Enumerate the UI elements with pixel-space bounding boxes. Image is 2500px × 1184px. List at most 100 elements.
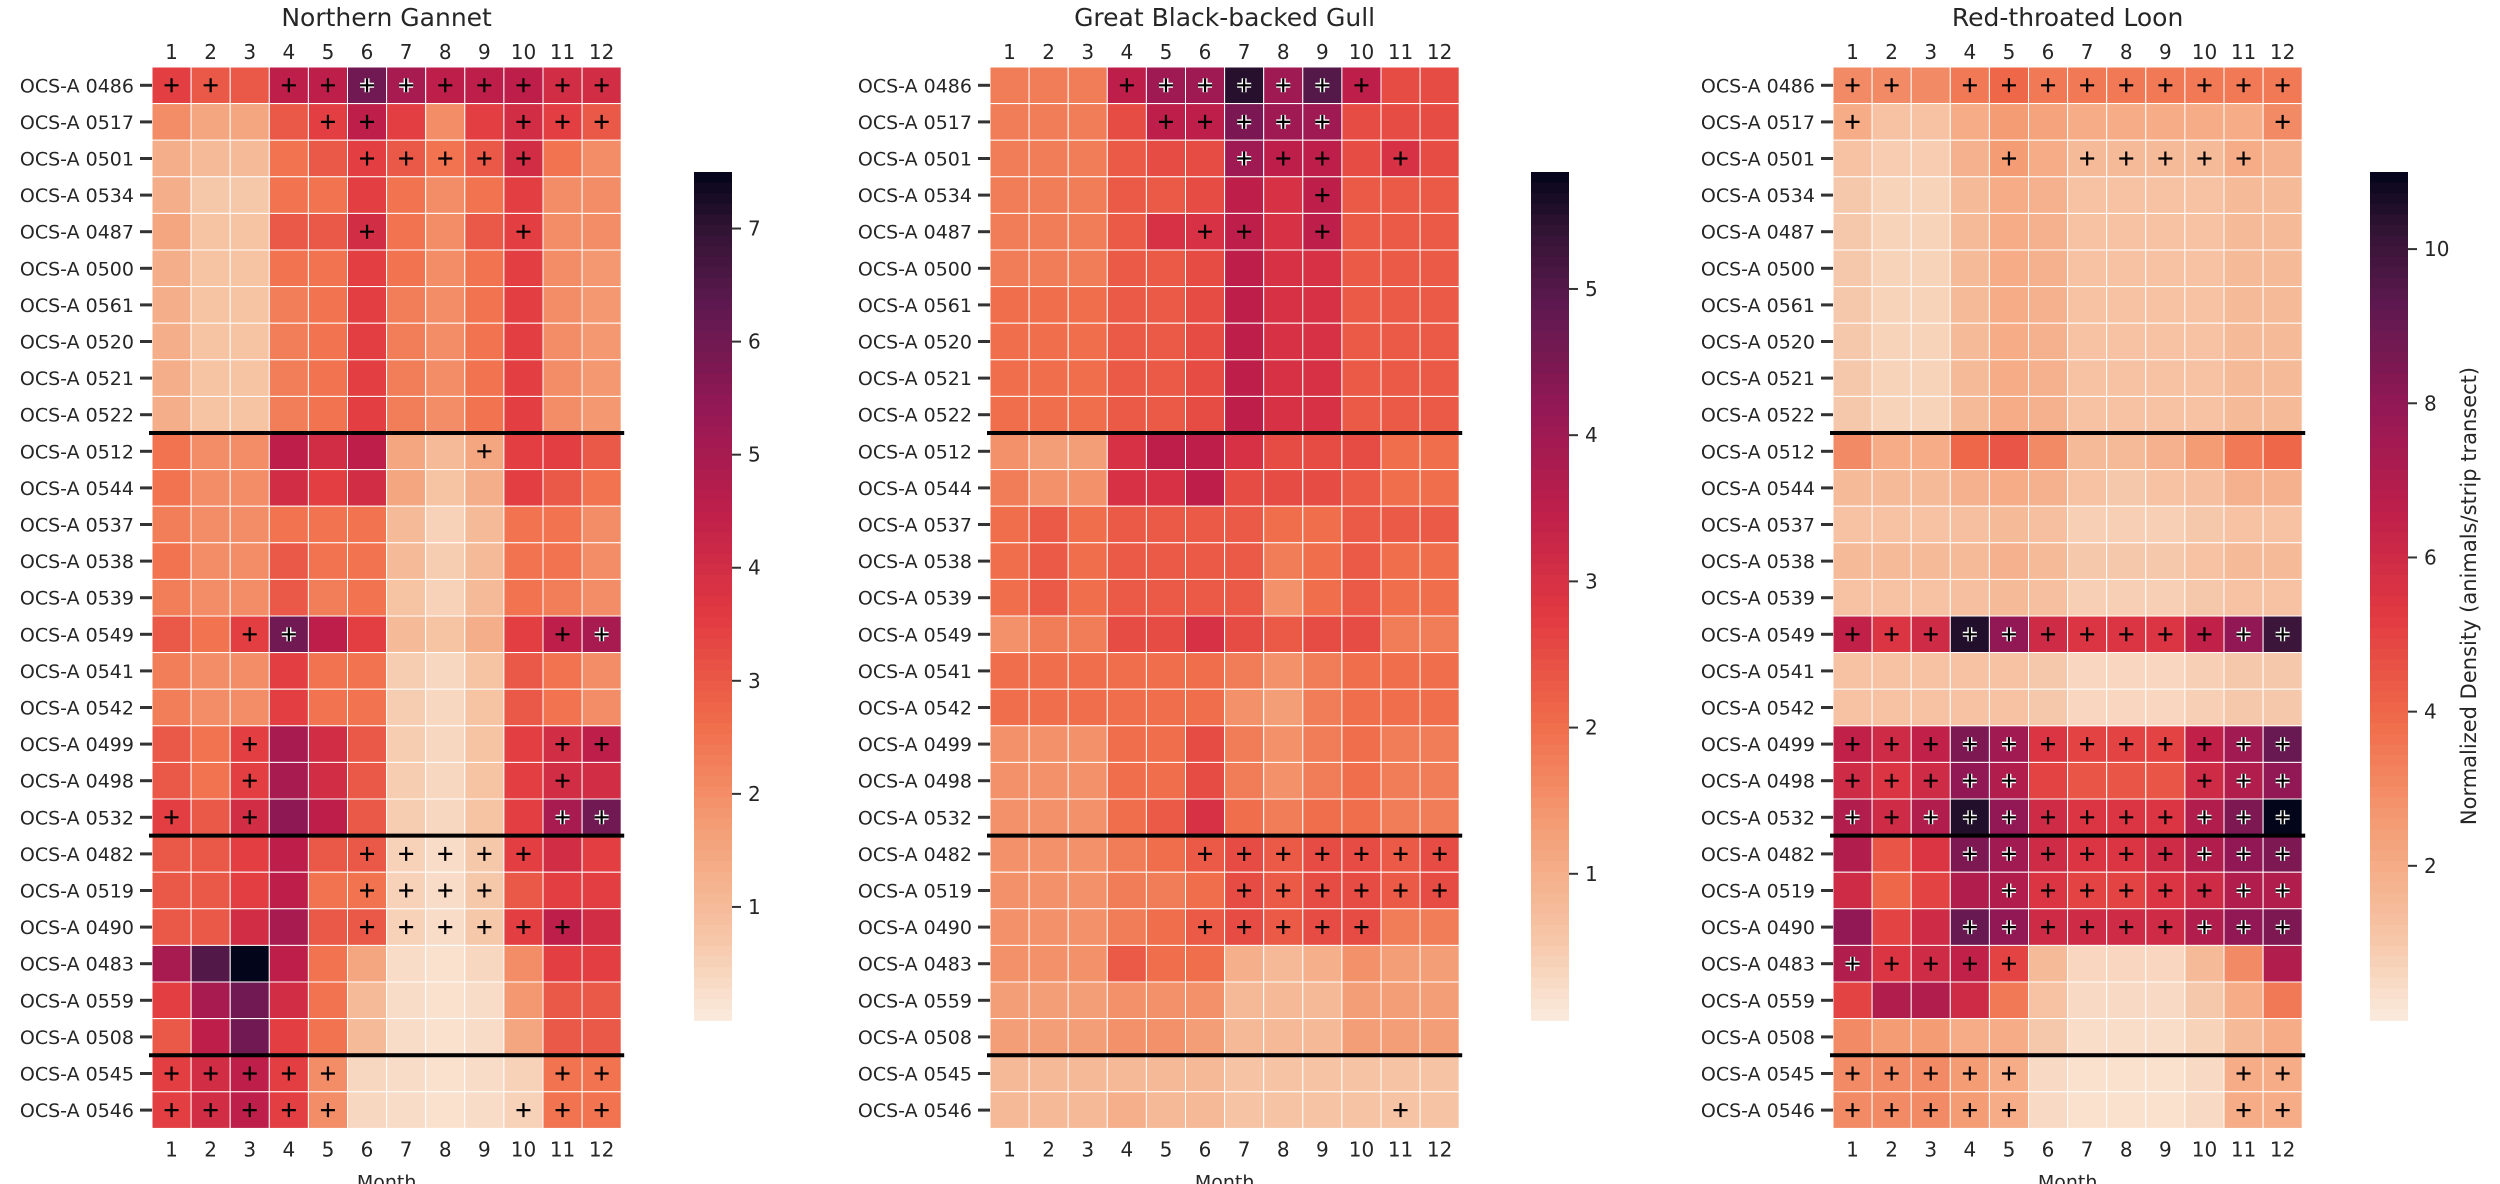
heatmap-cell [386,542,427,580]
significance-plus-marker [1393,846,1408,861]
heatmap-cell [1302,981,1343,1020]
heatmap-cell [1106,944,1147,983]
x-tick-label-top: 8 [2120,40,2133,64]
heatmap-cell [1145,322,1187,361]
y-tick-label: OCS-A 0517 [1701,112,1815,134]
heatmap-cell [151,944,192,983]
colorbar-tick-label: 4 [2424,700,2437,724]
heatmap-cell [1185,871,1226,910]
heatmap-cell [1380,1018,1421,1056]
heatmap-cell [1988,359,2030,397]
heatmap-cell [268,725,309,763]
heatmap-cell [386,212,427,251]
heatmap-cell [1145,981,1187,1020]
heatmap-cell [2028,871,2069,910]
heatmap-cell [151,688,192,727]
colorbar-segment [694,924,732,936]
heatmap-cell [2184,542,2225,580]
heatmap-cell [1185,542,1226,580]
heatmap-cell [190,359,231,397]
colorbar-segment [2370,606,2408,618]
heatmap-cell [190,688,231,727]
significance-plus-marker [555,114,570,129]
heatmap-cell [386,249,427,288]
significance-plus-marker [1962,846,1977,861]
significance-plus-marker [438,78,453,93]
heatmap-cell [190,798,231,837]
heatmap-cell [2184,212,2225,251]
colorbar-segment [1531,193,1569,205]
heatmap-cell [1067,835,1108,873]
significance-plus-marker [1845,1103,1860,1118]
colorbar-segment [1531,617,1569,629]
heatmap-cell [1067,1018,1108,1056]
colorbar-segment [2370,892,2408,905]
significance-plus-marker [2197,810,2212,825]
heatmap-cell [1949,249,1990,288]
heatmap-cell [1341,542,1382,580]
significance-plus-marker [1315,883,1330,898]
significance-plus-marker [203,78,218,93]
significance-plus-marker [1237,883,1252,898]
heatmap-cell [151,871,192,910]
significance-plus-marker [2197,773,2212,788]
heatmap-cell [229,103,270,141]
heatmap-cell [1832,688,1873,727]
significance-plus-marker [2001,883,2016,898]
y-tick-label: OCS-A 0539 [20,588,134,610]
heatmap-cell [2262,542,2303,580]
heatmap-cell [2145,1054,2186,1093]
heatmap-cell [1341,1018,1382,1056]
heatmap-cell [1832,835,1873,873]
colorbar [694,172,732,1021]
significance-plus-marker [438,846,453,861]
colorbar-label: Normalized Density (animals/strip transe… [2457,367,2481,825]
heatmap-cell [1185,395,1226,434]
heatmap-cell [2028,688,2069,727]
heatmap-cell [1988,212,2030,251]
x-tick-label-bottom: 4 [1120,1137,1133,1161]
panel-title: Great Black-backed Gull [1074,3,1375,32]
heatmap-cell [1380,542,1421,580]
colorbar-segment [694,903,732,915]
heatmap-cell [1224,798,1265,837]
significance-plus-marker [242,627,257,642]
heatmap-cell [2106,1091,2147,1129]
significance-plus-marker [438,883,453,898]
heatmap-cell [1302,725,1343,763]
colorbar-segment [694,320,732,332]
colorbar-segment [1531,691,1569,703]
heatmap-cell [989,395,1030,434]
heatmap-cell [1910,395,1951,434]
y-tick-label: OCS-A 0522 [20,405,134,427]
heatmap-cell [151,139,192,178]
heatmap-cell [1067,1054,1108,1093]
colorbar-segment [694,596,732,608]
y-tick-label: OCS-A 0498 [20,771,134,793]
x-tick-label-top: 3 [1081,40,1094,64]
heatmap-cell [307,798,348,837]
heatmap-cell [1145,871,1187,910]
colorbar-segment [2370,320,2408,332]
heatmap-cell [1106,469,1147,507]
heatmap-cell [1028,505,1069,544]
heatmap-cell [1067,176,1108,214]
x-tick-label-top: 1 [165,40,178,64]
colorbar-segment [694,755,732,767]
colorbar-segment [2370,977,2408,989]
heatmap-cell [386,1054,427,1093]
colorbar-segment [2370,914,2408,926]
heatmap-cell [1910,835,1951,873]
heatmap-cell [268,944,309,983]
heatmap-cell [464,505,505,544]
heatmap-cell [2262,286,2303,324]
colorbar-segment [694,490,732,502]
heatmap-cell [1341,725,1382,763]
significance-plus-marker [1198,846,1213,861]
heatmap-cell [581,981,622,1020]
heatmap-cell [1871,176,1912,214]
x-axis-label: Month [2038,1171,2098,1184]
heatmap-cell [151,578,192,617]
heatmap-cell [1106,615,1147,654]
heatmap-cell [229,981,270,1020]
